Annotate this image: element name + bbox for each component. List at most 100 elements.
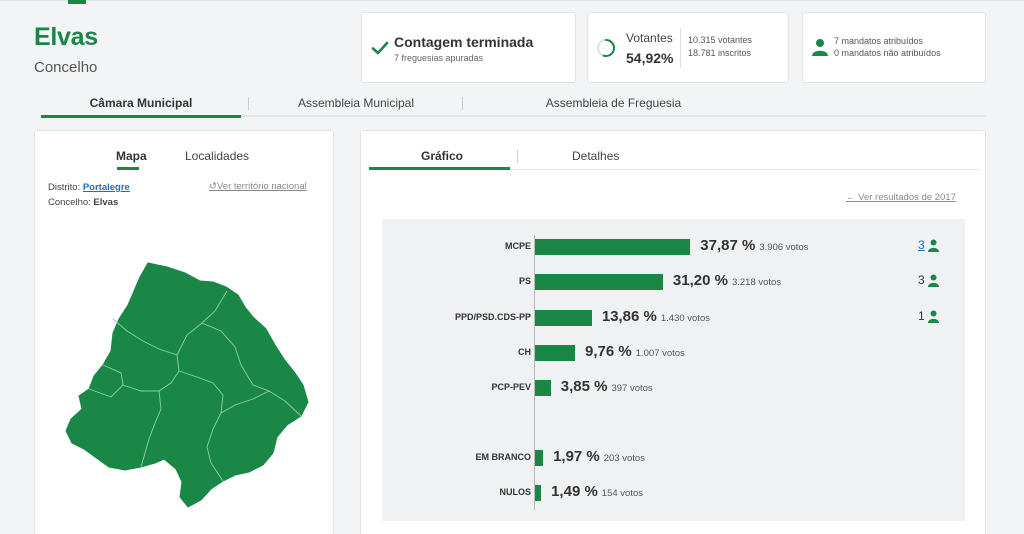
tab-separator	[248, 97, 249, 110]
tab-camara-municipal[interactable]: Câmara Municipal	[89, 96, 193, 110]
results-bar-chart: MCPE 37,87 % 3.906 votos 3 PS 31,20 % 3.218 vo…	[382, 219, 965, 521]
turnout-label: Votantes	[626, 31, 673, 45]
person-icon	[928, 274, 939, 287]
chart-row: PPD/PSD.CDS-PP 13,86 % 1.430 votos 1	[382, 308, 965, 327]
chart-percent-label: 1,97 %	[553, 448, 600, 465]
checkmark-icon	[371, 41, 389, 55]
top-accent	[68, 0, 86, 4]
mandates-card: 7 mandatos atribuídos 0 mandatos não atr…	[802, 12, 986, 83]
previous-results-link[interactable]: ← Ver resultados de 2017	[846, 192, 956, 203]
district-info: Distrito: Portalegre	[48, 182, 130, 193]
chart-row: CH 9,76 % 1.007 votos	[382, 343, 965, 362]
results-panel: Gráfico Detalhes ← Ver resultados de 201…	[360, 130, 986, 534]
chart-votes-label: 3.906 votos	[759, 242, 809, 253]
count-status-subtitle: 7 freguesias apuradas	[394, 53, 484, 63]
tab-grafico[interactable]: Gráfico	[421, 149, 464, 163]
chart-category-label: PCP-PEV	[491, 382, 531, 392]
chart-category-label: CH	[518, 347, 531, 357]
chart-percent-label: 3,85 %	[560, 378, 608, 395]
district-link[interactable]: Portalegre	[82, 182, 130, 193]
chart-bar[interactable]	[535, 274, 663, 290]
map-panel: Mapa Localidades Distrito: Portalegre Co…	[34, 130, 334, 534]
chart-value-label: 37,87 % 3.906 votos	[700, 237, 808, 254]
chart-votes-label: 203 votos	[603, 453, 645, 464]
chart-value-label: 1,97 % 203 votos	[553, 448, 645, 465]
chart-category-label: MCPE	[504, 241, 531, 251]
municipality-label: Concelho:	[48, 197, 91, 208]
chart-value-label: 1,49 % 154 votos	[551, 483, 643, 500]
chart-value-label: 9,76 % 1.007 votos	[585, 343, 685, 360]
chart-bar[interactable]	[535, 450, 544, 466]
map-parish-borders	[88, 290, 302, 482]
seats-count: 1	[918, 309, 925, 323]
active-tab-indicator	[41, 115, 241, 118]
seats-count[interactable]: 3	[918, 238, 925, 252]
seats-number[interactable]: 3	[918, 238, 925, 252]
chart-bar[interactable]	[535, 310, 592, 326]
seats-number: 3	[918, 273, 925, 287]
chart-votes-label: 1.007 votos	[635, 348, 685, 359]
count-status-card: Contagem terminada 7 freguesias apuradas	[361, 12, 576, 83]
chart-bar[interactable]	[535, 380, 551, 396]
seats-number: 1	[918, 309, 925, 323]
person-icon	[928, 310, 939, 323]
chart-category-label: PS	[518, 276, 531, 286]
top-divider	[0, 0, 1024, 5]
turnout-progress-icon	[597, 39, 615, 57]
municipality-value: Elvas	[93, 197, 119, 208]
chart-bar[interactable]	[535, 345, 576, 361]
active-subtab-indicator	[369, 167, 510, 170]
chart-percent-label: 9,76 %	[585, 343, 632, 360]
municipality-info: Concelho: Elvas	[48, 197, 118, 208]
chart-row: MCPE 37,87 % 3.906 votos 3	[382, 237, 965, 256]
chart-bar[interactable]	[535, 239, 691, 255]
page-title: Elvas	[34, 23, 98, 51]
chart-value-label: 3,85 % 397 votos	[561, 378, 653, 395]
chart-category-label: NULOS	[499, 487, 532, 497]
chart-value-label: 31,20 % 3.218 votos	[673, 272, 781, 289]
turnout-percent: 54,92%	[626, 50, 674, 66]
reset-national-link[interactable]: ↺Ver território nacional	[209, 181, 307, 192]
chart-votes-label: 397 votos	[611, 383, 653, 394]
tab-mapa[interactable]: Mapa	[116, 149, 147, 163]
turnout-divider	[680, 28, 681, 68]
tab-separator	[462, 97, 463, 110]
arrow-left-icon: ←	[846, 192, 856, 203]
person-icon	[812, 39, 828, 56]
chart-row: PCP-PEV 3,85 % 397 votos	[382, 378, 965, 397]
chart-bar[interactable]	[535, 485, 542, 501]
chart-percent-label: 37,87 %	[700, 237, 756, 254]
chart-row: NULOS 1,49 % 154 votos	[382, 483, 965, 502]
main-tabs: Câmara Municipal Assembleia Municipal As…	[41, 91, 986, 118]
tab-assembleia-freguesia[interactable]: Assembleia de Freguesia	[545, 96, 682, 110]
chart-votes-label: 1.430 votos	[660, 313, 710, 324]
count-status-title: Contagem terminada	[394, 34, 534, 50]
chart-axis-line	[534, 235, 535, 510]
tab-assembleia-municipal[interactable]: Assembleia Municipal	[297, 96, 415, 110]
chart-value-label: 13,86 % 1.430 votos	[602, 308, 710, 325]
mandates-unassigned: 0 mandatos não atribuídos	[834, 48, 941, 58]
previous-results-label: Ver resultados de 2017	[858, 192, 956, 203]
district-label: Distrito:	[48, 182, 81, 193]
tab-detalhes[interactable]: Detalhes	[572, 149, 620, 163]
tab-separator	[517, 150, 518, 163]
seats-count: 3	[918, 273, 925, 287]
undo-icon: ↺	[209, 181, 217, 192]
chart-category-label: PPD/PSD.CDS-PP	[454, 312, 531, 322]
chart-tabs-divider	[369, 169, 979, 170]
chart-votes-label: 154 votos	[601, 488, 643, 499]
page-subtitle: Concelho	[34, 59, 98, 76]
registered-count: 18.781 inscritos	[688, 48, 752, 58]
chart-row: EM BRANCO 1,97 % 203 votos	[382, 448, 965, 467]
chart-votes-label: 3.218 votos	[731, 277, 782, 288]
chart-row: PS 31,20 % 3.218 votos 3	[382, 272, 965, 291]
voters-count: 10.315 votantes	[688, 35, 753, 45]
active-subtab-indicator	[117, 167, 139, 170]
mandates-assigned: 7 mandatos atribuídos	[834, 36, 924, 46]
person-icon	[928, 239, 939, 252]
chart-percent-label: 1,49 %	[551, 483, 598, 500]
tab-localidades[interactable]: Localidades	[185, 149, 250, 163]
turnout-card: Votantes 54,92% 10.315 votantes 18.781 i…	[587, 12, 789, 83]
municipality-map[interactable]	[63, 259, 313, 509]
chart-percent-label: 13,86 %	[601, 308, 657, 325]
